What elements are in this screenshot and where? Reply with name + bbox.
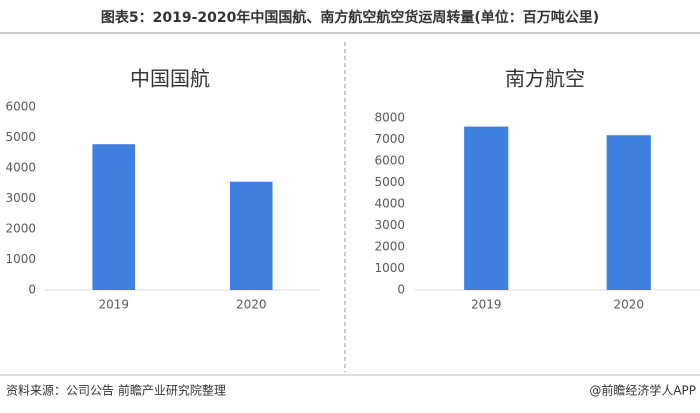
y-tick-label: 0 — [397, 283, 405, 297]
y-tick-label: 3000 — [374, 218, 405, 232]
y-tick-label: 6000 — [5, 100, 36, 114]
y-tick-label: 2000 — [374, 240, 405, 254]
y-tick-label: 2000 — [5, 222, 36, 236]
y-tick-label: 0 — [28, 283, 36, 297]
chart-title: 南方航空 — [505, 67, 585, 91]
bar — [92, 144, 136, 290]
x-tick-label: 2020 — [613, 298, 644, 312]
bar — [606, 135, 651, 290]
y-tick-label: 7000 — [374, 132, 405, 146]
y-tick-label: 4000 — [5, 161, 36, 175]
y-tick-label: 5000 — [374, 175, 405, 189]
y-tick-label: 5000 — [5, 130, 36, 144]
page-title: 图表5：2019-2020年中国国航、南方航空航空货运周转量(单位：百万吨公里) — [101, 9, 599, 26]
credit: @前瞻经济学人APP — [589, 383, 696, 398]
y-tick-label: 6000 — [374, 154, 405, 168]
bar — [229, 181, 273, 290]
chart-title: 中国国航 — [130, 67, 210, 91]
x-tick-label: 2019 — [98, 298, 129, 312]
x-tick-label: 2019 — [471, 298, 502, 312]
x-tick-label: 2020 — [236, 298, 267, 312]
y-tick-label: 1000 — [374, 261, 405, 275]
y-tick-label: 1000 — [5, 252, 36, 266]
bar — [464, 126, 509, 290]
y-tick-label: 8000 — [374, 111, 405, 125]
source: 资料来源：公司公告 前瞻产业研究院整理 — [6, 383, 226, 398]
y-tick-label: 3000 — [5, 191, 36, 205]
y-tick-label: 4000 — [374, 197, 405, 211]
